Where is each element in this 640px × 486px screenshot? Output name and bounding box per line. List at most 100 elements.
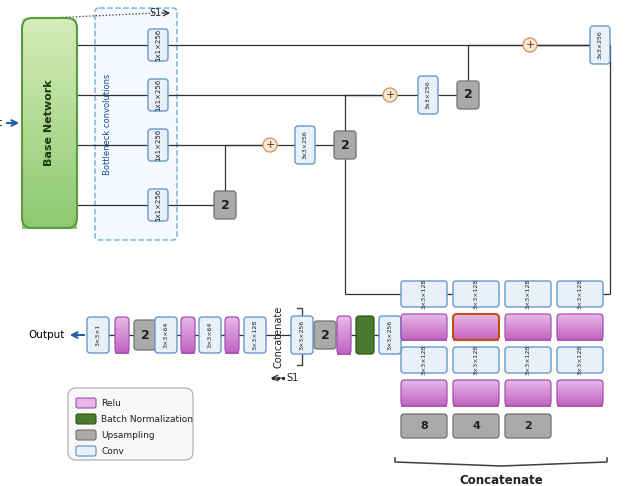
FancyBboxPatch shape [401, 281, 447, 307]
Text: 1x1×256: 1x1×256 [155, 129, 161, 161]
FancyBboxPatch shape [291, 316, 313, 354]
Bar [557, 382, 603, 384]
Bar [453, 397, 499, 398]
Bar [337, 318, 351, 320]
Bar [453, 391, 499, 393]
Bar [557, 333, 603, 334]
Circle shape [523, 38, 537, 52]
Bar [22, 74, 77, 82]
Bar [401, 405, 447, 406]
Text: 3×3×1: 3×3×1 [95, 324, 100, 346]
FancyBboxPatch shape [334, 131, 356, 159]
Bar [225, 336, 239, 338]
Bar [337, 350, 351, 352]
Bar [115, 341, 129, 343]
Bar [115, 349, 129, 351]
Bar [401, 333, 447, 334]
Bar [22, 151, 77, 158]
Bar [505, 332, 551, 333]
Bar [225, 346, 239, 347]
Bar [505, 392, 551, 394]
Bar [401, 316, 447, 317]
Bar [225, 349, 239, 351]
Bar [401, 324, 447, 326]
Bar [337, 320, 351, 322]
Bar [453, 329, 499, 330]
Bar [115, 331, 129, 333]
Bar [225, 337, 239, 339]
Text: +: + [385, 90, 395, 100]
Text: Input: Input [0, 118, 2, 128]
Bar [453, 390, 499, 392]
Bar [557, 336, 603, 337]
Bar [181, 323, 195, 325]
FancyBboxPatch shape [95, 8, 177, 240]
FancyBboxPatch shape [87, 317, 109, 353]
Bar [505, 324, 551, 326]
Bar [557, 339, 603, 341]
Bar [453, 324, 499, 326]
Bar [505, 328, 551, 329]
Bar [337, 321, 351, 323]
Bar [225, 341, 239, 343]
Text: S1: S1 [286, 373, 298, 383]
Bar [401, 403, 447, 405]
Bar [401, 320, 447, 321]
Bar [181, 352, 195, 353]
Bar [401, 388, 447, 389]
Bar [337, 317, 351, 319]
Bar [453, 321, 499, 322]
Text: 1x1×256: 1x1×256 [155, 79, 161, 111]
Bar [225, 342, 239, 344]
Bar [22, 193, 77, 201]
Bar [505, 398, 551, 399]
Bar [225, 345, 239, 347]
FancyBboxPatch shape [457, 81, 479, 109]
Bar [401, 323, 447, 324]
Bar [115, 336, 129, 338]
Bar [22, 67, 77, 74]
Bar [453, 334, 499, 335]
Bar [337, 341, 351, 343]
Bar [453, 400, 499, 401]
Bar [401, 314, 447, 315]
Bar [505, 331, 551, 333]
Bar [115, 344, 129, 345]
Bar [557, 396, 603, 397]
Bar [401, 399, 447, 400]
Bar [401, 317, 447, 319]
Bar [225, 323, 239, 325]
Bar [557, 390, 603, 392]
FancyBboxPatch shape [401, 347, 447, 373]
Bar [225, 340, 239, 342]
Bar [115, 340, 129, 342]
Bar [181, 341, 195, 343]
Text: 3×3×128: 3×3×128 [253, 320, 257, 350]
Bar [181, 327, 195, 329]
Bar [181, 324, 195, 326]
Bar [557, 392, 603, 394]
FancyBboxPatch shape [505, 347, 551, 373]
Bar [453, 398, 499, 399]
FancyBboxPatch shape [148, 29, 168, 61]
Bar [557, 391, 603, 393]
Bar [401, 322, 447, 323]
Bar [181, 326, 195, 327]
Bar [181, 340, 195, 342]
Bar [557, 380, 603, 382]
Bar [505, 403, 551, 405]
Bar [453, 389, 499, 390]
Bar [401, 319, 447, 321]
Bar [115, 339, 129, 340]
FancyBboxPatch shape [68, 388, 193, 460]
Bar [557, 403, 603, 405]
Bar [337, 334, 351, 335]
Bar [453, 390, 499, 391]
Bar [557, 316, 603, 317]
Bar [453, 402, 499, 404]
FancyBboxPatch shape [401, 414, 447, 438]
Bar [557, 404, 603, 406]
Text: 3×3×128: 3×3×128 [577, 279, 582, 309]
Bar [557, 324, 603, 326]
Bar [453, 392, 499, 394]
